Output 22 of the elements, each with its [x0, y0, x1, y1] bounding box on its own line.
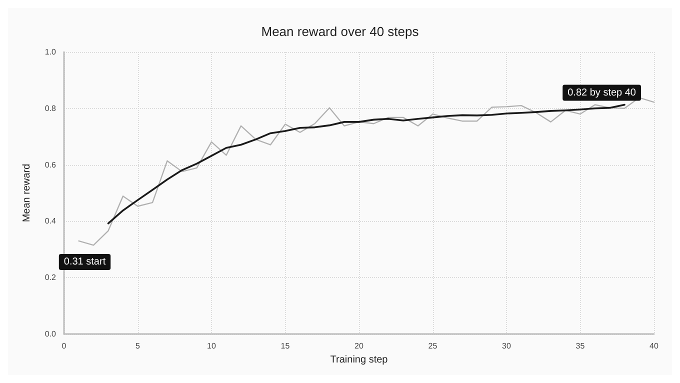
line-series	[107, 104, 626, 224]
x-tick-label: 30	[502, 342, 512, 350]
x-tick-label: 0	[62, 342, 67, 350]
line-series	[78, 97, 655, 246]
x-tick-label: 25	[428, 342, 438, 350]
y-tick-label: 0.8	[44, 104, 57, 113]
y-tick-label: 0.6	[44, 160, 57, 170]
x-tick-label: 10	[207, 342, 216, 350]
chart-title: Mean reward over 40 steps	[261, 24, 420, 39]
x-tick-label: 35	[576, 342, 586, 350]
annotation: 0.31 start	[64, 256, 106, 268]
y-tick-label: 1.0	[44, 48, 57, 56]
annotation: 0.82 by step 40	[568, 87, 636, 98]
x-tick-label: 15	[280, 342, 290, 350]
x-tick-label: 40	[650, 342, 659, 350]
y-tick-label: 0.2	[44, 273, 57, 282]
y-tick-label: 0.0	[44, 330, 57, 338]
x-axis-title: Training step	[330, 354, 388, 366]
y-axis-title: Mean reward	[22, 164, 32, 222]
x-tick-label: 5	[136, 342, 141, 350]
x-tick-label: 20	[354, 342, 364, 350]
y-tick-label: 0.4	[44, 216, 57, 226]
